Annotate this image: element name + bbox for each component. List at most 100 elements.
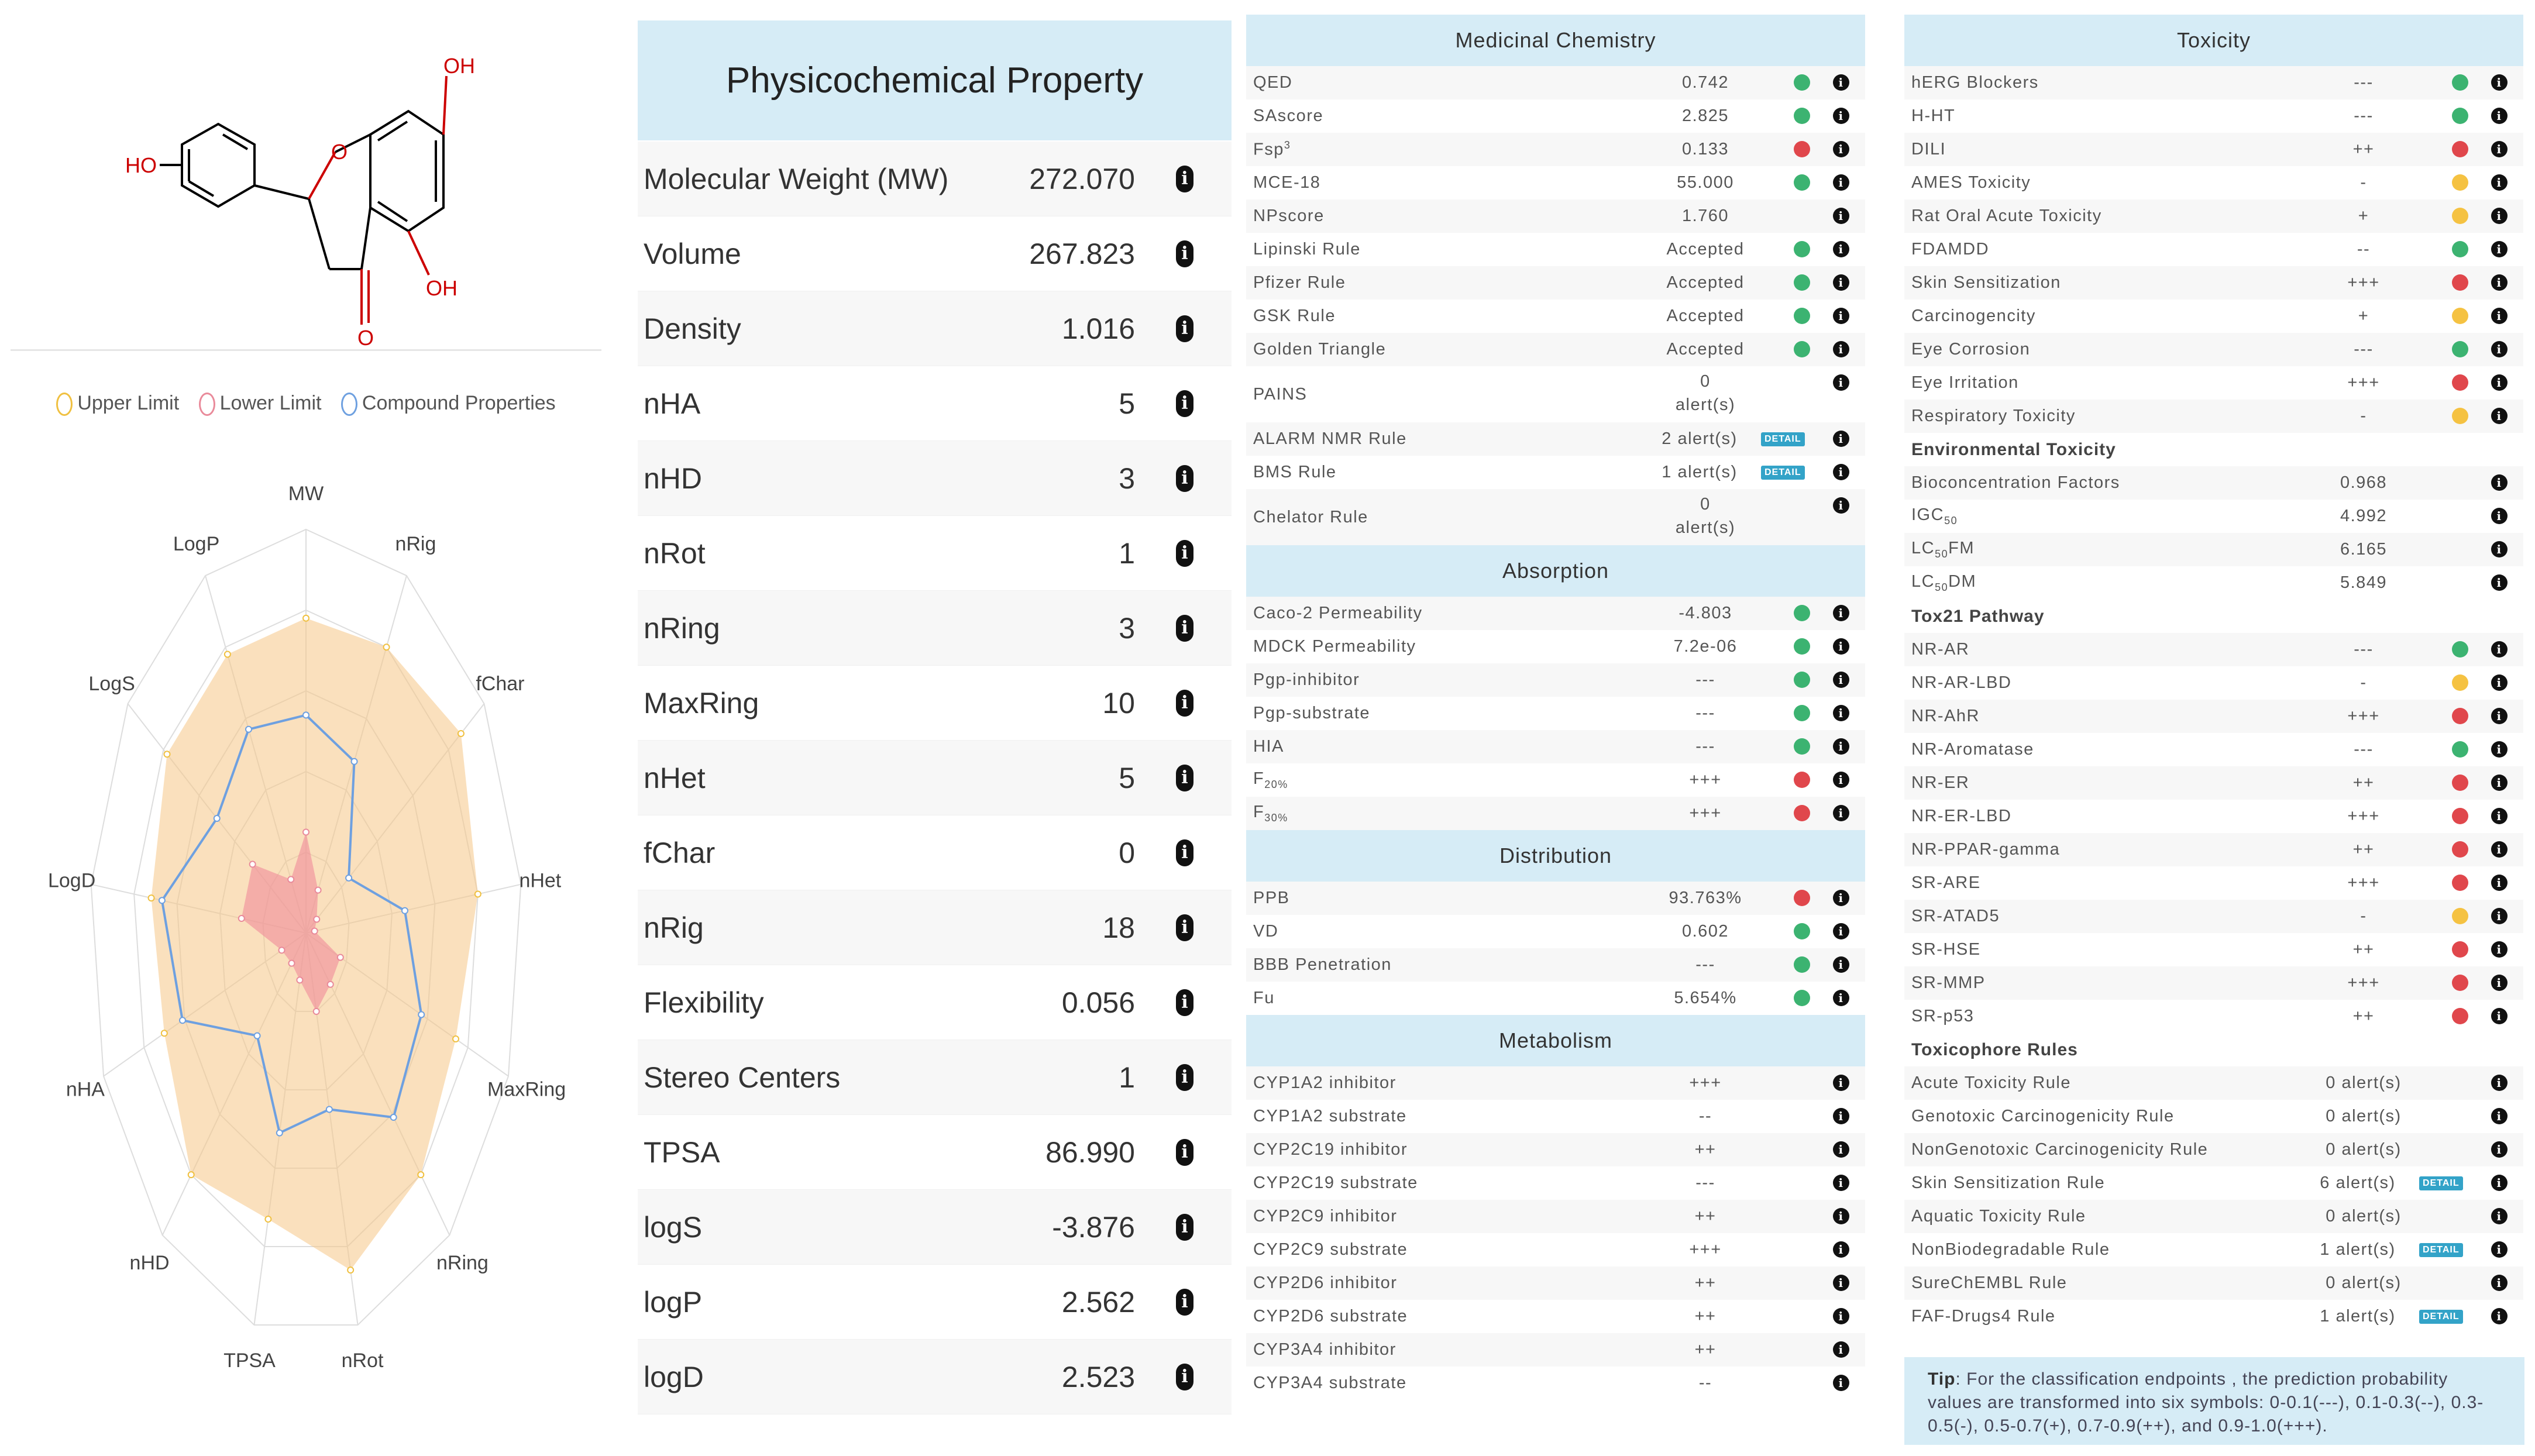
info-icon[interactable]: i [1176,1288,1193,1316]
info-icon[interactable]: i [1833,341,1849,357]
detail-button[interactable]: DETAIL [2419,1176,2463,1190]
info-icon[interactable]: i [1176,1213,1193,1241]
info-icon[interactable]: i [1833,208,1849,224]
info-icon[interactable]: i [1833,605,1849,621]
info-icon[interactable]: i [1176,390,1193,417]
info-icon[interactable]: i [2491,174,2508,191]
info-icon[interactable]: i [1176,539,1193,567]
info-icon[interactable]: i [2491,875,2508,891]
info-icon[interactable]: i [2491,741,2508,758]
info-icon[interactable]: i [2491,341,2508,357]
info-icon[interactable]: i [1833,923,1849,939]
info-icon[interactable]: i [1833,1108,1849,1124]
info-icon[interactable]: i [2491,374,2508,391]
info-icon[interactable]: i [1833,374,1849,391]
info-icon[interactable]: i [1176,1063,1193,1091]
info-icon[interactable]: i [1833,431,1849,447]
info-icon[interactable]: i [2491,241,2508,257]
info-icon[interactable]: i [1176,839,1193,866]
info-icon[interactable]: i [1833,464,1849,480]
info-icon[interactable]: i [1176,1363,1193,1390]
status-dot-red [2452,1008,2468,1024]
info-icon[interactable]: i [2491,808,2508,824]
info-icon[interactable]: i [1176,614,1193,642]
info-icon[interactable]: i [1176,914,1193,941]
info-icon[interactable]: i [1176,689,1193,717]
info-icon[interactable]: i [2491,841,2508,858]
info-icon[interactable]: i [1833,108,1849,124]
info-icon[interactable]: i [1833,1175,1849,1191]
info-icon[interactable]: i [1833,241,1849,257]
info-icon[interactable]: i [1833,1241,1849,1258]
info-icon[interactable]: i [1833,990,1849,1006]
info-icon[interactable]: i [1833,174,1849,191]
info-icon[interactable]: i [1833,74,1849,91]
info-icon[interactable]: i [1833,308,1849,324]
detail-button[interactable]: DETAIL [2419,1243,2463,1257]
info-icon[interactable]: i [1176,764,1193,791]
detail-button[interactable]: DETAIL [2419,1310,2463,1324]
info-icon[interactable]: i [1833,705,1849,721]
info-icon[interactable]: i [1833,1208,1849,1224]
info-icon[interactable]: i [2491,508,2508,524]
info-icon[interactable]: i [2491,1275,2508,1291]
row-name-text: Acute Toxicity Rule [1911,1073,2071,1092]
info-icon[interactable]: i [2491,908,2508,924]
info-icon[interactable]: i [1176,165,1193,192]
info-icon[interactable]: i [1176,315,1193,342]
info-icon[interactable]: i [2491,108,2508,124]
info-icon[interactable]: i [2491,975,2508,991]
info-icon[interactable]: i [1833,497,1849,514]
info-icon[interactable]: i [1833,141,1849,157]
info-icon[interactable]: i [2491,1008,2508,1024]
row-value: + [2358,307,2369,325]
info-icon[interactable]: i [2491,274,2508,291]
info-icon[interactable]: i [1833,1341,1849,1358]
info-icon[interactable]: i [2491,1308,2508,1324]
info-icon[interactable]: i [2491,674,2508,691]
info-icon[interactable]: i [2491,141,2508,157]
info-icon[interactable]: i [2491,641,2508,658]
info-icon[interactable]: i [1833,890,1849,906]
detail-button[interactable]: DETAIL [1761,432,1805,446]
info-icon[interactable]: i [1176,240,1193,267]
info-icon[interactable]: i [1833,1141,1849,1158]
info-icon[interactable]: i [2491,474,2508,491]
info-icon[interactable]: i [1833,1075,1849,1091]
info-icon[interactable]: i [2491,208,2508,224]
row-value: 93.763% [1669,889,1742,907]
info-icon[interactable]: i [1833,956,1849,973]
row-name-text: NPscore [1253,206,1325,225]
info-icon[interactable]: i [1833,805,1849,821]
row-value: 0 alert(s) [2326,1140,2402,1159]
info-icon[interactable]: i [2491,308,2508,324]
info-icon[interactable]: i [2491,941,2508,958]
table-row: Golden Triangle Accepted i [1246,333,1865,366]
info-icon[interactable]: i [1176,989,1193,1016]
info-icon[interactable]: i [2491,1075,2508,1091]
info-icon[interactable]: i [2491,74,2508,91]
info-icon[interactable]: i [1833,672,1849,688]
info-icon[interactable]: i [2491,708,2508,724]
info-icon[interactable]: i [1833,1275,1849,1291]
info-icon[interactable]: i [1833,638,1849,655]
info-icon[interactable]: i [2491,775,2508,791]
info-icon[interactable]: i [2491,541,2508,557]
row-name-text: SR-HSE [1911,940,1981,959]
row-name: SR-HSE [1904,940,1981,959]
info-icon[interactable]: i [2491,574,2508,591]
info-icon[interactable]: i [2491,1175,2508,1191]
info-icon[interactable]: i [1176,1138,1193,1166]
info-icon[interactable]: i [2491,1208,2508,1224]
detail-button[interactable]: DETAIL [1761,466,1805,480]
info-icon[interactable]: i [1176,464,1193,492]
info-icon[interactable]: i [1833,1308,1849,1324]
info-icon[interactable]: i [2491,1108,2508,1124]
info-icon[interactable]: i [1833,738,1849,755]
info-icon[interactable]: i [1833,274,1849,291]
info-icon[interactable]: i [1833,772,1849,788]
info-icon[interactable]: i [2491,1241,2508,1258]
info-icon[interactable]: i [2491,1141,2508,1158]
info-icon[interactable]: i [2491,408,2508,424]
info-icon[interactable]: i [1833,1375,1849,1391]
